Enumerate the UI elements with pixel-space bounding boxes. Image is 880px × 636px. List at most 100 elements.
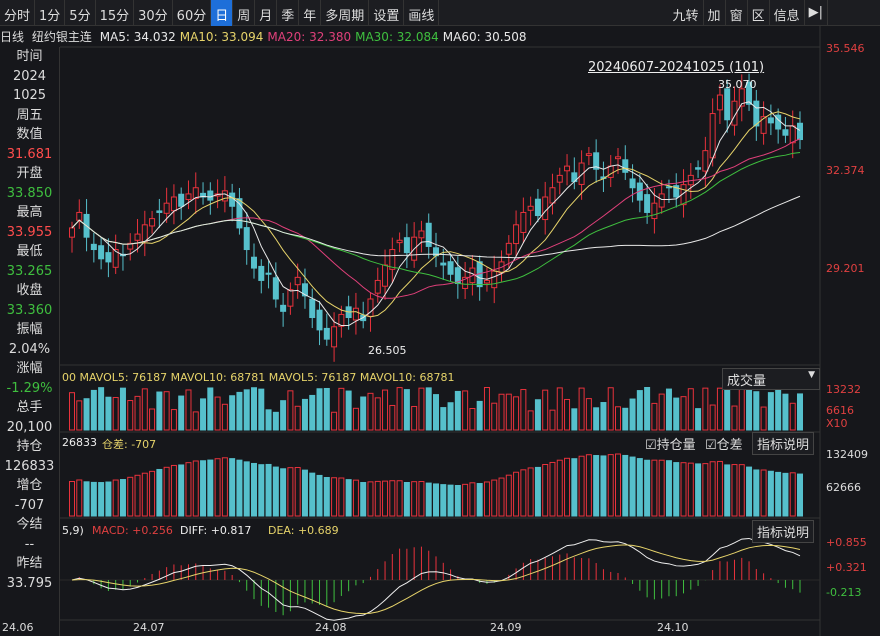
oi-bar: [542, 463, 549, 517]
sidebar-row: 最低: [16, 244, 43, 259]
oi-bar: [338, 477, 345, 517]
ma60-line: [71, 195, 801, 259]
oi-bar: [301, 469, 308, 517]
oi-bar: [644, 459, 651, 517]
sidebar-row: 2.04%: [8, 341, 51, 357]
candle: [542, 196, 549, 221]
sidebar-row: 涨幅: [16, 361, 43, 376]
candle: [527, 205, 534, 211]
candle: [156, 210, 163, 213]
volume-bar: [389, 404, 396, 431]
tab-8[interactable]: 月: [255, 0, 278, 26]
checkbox-oi-diff[interactable]: ☑仓差: [705, 438, 743, 453]
volume-bar: [331, 411, 338, 431]
volume-bar: [170, 409, 177, 431]
volume-bar: [156, 391, 163, 431]
candle: [578, 162, 585, 185]
volume-bar: [323, 387, 330, 431]
oi-bar: [585, 454, 592, 517]
oi-bar: [229, 458, 236, 517]
sidebar-row: 33.850: [6, 185, 53, 201]
volume-bar: [382, 389, 389, 431]
dea-line: [71, 544, 801, 615]
tab-5[interactable]: 60分: [173, 0, 212, 26]
tab-13[interactable]: 画线: [404, 0, 440, 26]
volume-bar: [345, 390, 352, 431]
volume-bar: [221, 403, 228, 431]
volume-bar: [411, 405, 418, 431]
volume-bar: [469, 408, 476, 431]
right-tab-4[interactable]: 信息: [770, 0, 805, 26]
volume-bar: [105, 396, 112, 431]
oi-bar: [389, 480, 396, 517]
xtick: 24.06: [2, 621, 34, 634]
oi-bar: [498, 477, 505, 517]
oi-bar: [185, 462, 192, 517]
oi-bar: [665, 460, 672, 517]
oi-bar: [214, 458, 221, 517]
candle: [665, 186, 672, 189]
volume-bar: [243, 389, 250, 431]
tab-10[interactable]: 年: [299, 0, 322, 26]
tab-6[interactable]: 日: [211, 0, 234, 26]
candle: [491, 270, 498, 289]
tab-12[interactable]: 设置: [369, 0, 405, 26]
candle: [265, 272, 272, 275]
volume-bar: [447, 402, 454, 431]
candle: [178, 193, 185, 207]
right-tab-2[interactable]: 窗: [726, 0, 748, 26]
volume-bar: [716, 387, 723, 431]
oi-bar: [724, 464, 731, 517]
candle: [695, 167, 702, 170]
tab-0[interactable]: 分时: [0, 0, 36, 26]
diff-value: DIFF: +0.817: [180, 524, 252, 537]
candle: [760, 116, 767, 134]
candle: [767, 117, 774, 124]
oi-bar: [170, 464, 177, 517]
volume-bar: [127, 400, 134, 431]
tab-3[interactable]: 15分: [96, 0, 135, 26]
oi-bar: [83, 481, 90, 517]
indicator-selector[interactable]: 成交量 ▼: [722, 368, 820, 390]
candle: [549, 187, 556, 204]
checkbox-oi[interactable]: ☑持仓量: [645, 438, 696, 453]
sidebar-row: 时间: [16, 49, 43, 64]
oi-bar: [265, 463, 272, 517]
oi-bar: [687, 462, 694, 517]
oi-legend: 26833: [62, 436, 97, 449]
candle: [673, 185, 680, 198]
candle: [163, 202, 170, 214]
volume-bar: [214, 396, 221, 431]
candle: [149, 218, 156, 227]
volume-bar: [738, 387, 745, 431]
tab-7[interactable]: 周: [233, 0, 256, 26]
oi-bar: [731, 464, 738, 517]
tab-4[interactable]: 30分: [134, 0, 173, 26]
oi-bar: [454, 484, 461, 517]
right-tab-1[interactable]: 加: [704, 0, 726, 26]
candle: [301, 283, 308, 297]
macd-help-button[interactable]: 指标说明: [752, 520, 815, 543]
volume-bar: [352, 407, 359, 431]
right-tab-5[interactable]: ▶|: [805, 0, 828, 26]
volume-bar: [301, 398, 308, 431]
tab-9[interactable]: 季: [277, 0, 300, 26]
tab-2[interactable]: 5分: [65, 0, 96, 26]
volume-bar: [695, 408, 702, 431]
checkbox-oi-label: 持仓量: [656, 438, 696, 453]
tab-11[interactable]: 多周期: [321, 0, 370, 26]
candle: [746, 81, 753, 105]
oi-bar: [549, 461, 556, 517]
candle: [207, 190, 214, 201]
oi-bar: [695, 463, 702, 517]
indicator-help-button[interactable]: 指标说明: [752, 432, 815, 455]
volume-bar: [360, 396, 367, 431]
volume-bar: [687, 388, 694, 431]
volume-bar: [651, 402, 658, 431]
volume-bar: [192, 411, 199, 431]
right-tab-3[interactable]: 区: [748, 0, 770, 26]
right-tab-0[interactable]: 九转: [669, 0, 704, 26]
oi-bar: [607, 454, 614, 517]
tab-1[interactable]: 1分: [35, 0, 66, 26]
candle: [287, 289, 294, 307]
